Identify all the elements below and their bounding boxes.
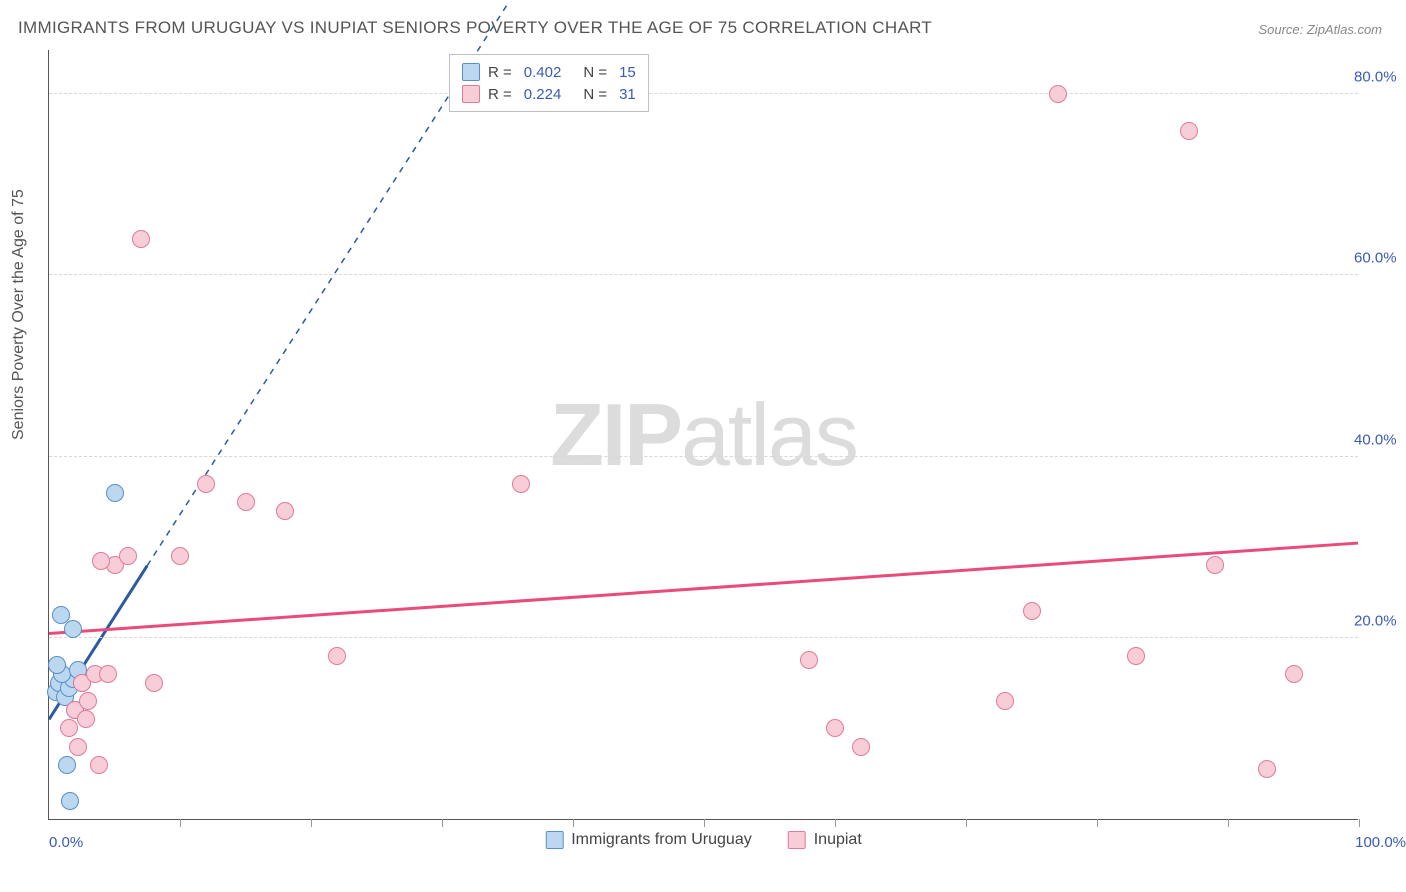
x-axis-tick-mark (573, 819, 574, 827)
series-legend-item: Inupiat (788, 831, 862, 849)
legend-r-label: R = (488, 64, 512, 81)
legend-swatch (788, 831, 806, 849)
x-axis-tick-mark (966, 819, 967, 827)
scatter-point (52, 606, 70, 624)
scatter-point (106, 484, 124, 502)
legend-swatch (545, 831, 563, 849)
scatter-point (852, 738, 870, 756)
scatter-point (1049, 85, 1067, 103)
gridline-h (49, 637, 1358, 638)
scatter-point (1023, 602, 1041, 620)
y-axis-tick: 40.0% (1354, 431, 1406, 448)
scatter-point (276, 502, 294, 520)
legend-r-value: 0.402 (524, 64, 562, 81)
scatter-point (132, 230, 150, 248)
series-legend-item: Immigrants from Uruguay (545, 831, 752, 849)
scatter-point (996, 692, 1014, 710)
y-axis-label: Seniors Poverty Over the Age of 75 (10, 189, 28, 440)
gridline-h (49, 456, 1358, 457)
scatter-point (1258, 760, 1276, 778)
x-axis-tick-mark (1228, 819, 1229, 827)
x-axis-tick-mark (311, 819, 312, 827)
scatter-point (90, 756, 108, 774)
scatter-point (60, 719, 78, 737)
regression-line (49, 543, 1358, 633)
scatter-point (800, 651, 818, 669)
scatter-point (69, 738, 87, 756)
legend-n-value: 31 (619, 86, 636, 103)
scatter-chart: ZIPatlas 20.0%40.0%60.0%80.0% R =0.402N … (48, 50, 1358, 820)
scatter-point (145, 674, 163, 692)
stats-legend-row: R = 0.402 N = 15 (462, 61, 636, 83)
legend-n-label: N = (583, 86, 607, 103)
scatter-point (61, 792, 79, 810)
legend-r-value: 0.224 (524, 86, 562, 103)
scatter-point (237, 493, 255, 511)
x-axis-tick-mark (835, 819, 836, 827)
scatter-point (64, 620, 82, 638)
scatter-point (1206, 556, 1224, 574)
scatter-point (1285, 665, 1303, 683)
x-axis-tick-min: 0.0% (49, 834, 83, 851)
legend-n-label: N = (583, 64, 607, 81)
scatter-point (99, 665, 117, 683)
legend-r-label: R = (488, 86, 512, 103)
y-axis-tick: 80.0% (1354, 69, 1406, 86)
scatter-point (197, 475, 215, 493)
legend-swatch (462, 63, 480, 81)
scatter-point (92, 552, 110, 570)
gridline-h (49, 93, 1358, 94)
x-axis-tick-mark (180, 819, 181, 827)
x-axis-tick-mark (1097, 819, 1098, 827)
legend-n-value: 15 (619, 64, 636, 81)
scatter-point (119, 547, 137, 565)
x-axis-tick-mark (442, 819, 443, 827)
legend-swatch (462, 85, 480, 103)
scatter-point (58, 756, 76, 774)
stats-legend-row: R = 0.224 N = 31 (462, 83, 636, 105)
scatter-point (171, 547, 189, 565)
source-attribution: Source: ZipAtlas.com (1258, 22, 1382, 37)
y-axis-tick: 20.0% (1354, 612, 1406, 629)
series-legend-label: Inupiat (814, 831, 862, 849)
scatter-point (826, 719, 844, 737)
x-axis-tick-mark (1359, 819, 1360, 827)
regression-lines (49, 50, 1358, 819)
scatter-point (1127, 647, 1145, 665)
stats-legend: R = 0.402 N = 15 R = 0.224 N = 31 (449, 54, 649, 112)
series-legend: Immigrants from Uruguay Inupiat (545, 831, 862, 849)
x-axis-tick-max: 100.0% (1355, 834, 1406, 851)
scatter-point (328, 647, 346, 665)
scatter-point (79, 692, 97, 710)
gridline-h (49, 274, 1358, 275)
scatter-point (77, 710, 95, 728)
scatter-point (48, 656, 66, 674)
scatter-point (1180, 122, 1198, 140)
series-legend-label: Immigrants from Uruguay (571, 831, 752, 849)
x-axis-tick-mark (704, 819, 705, 827)
chart-title: IMMIGRANTS FROM URUGUAY VS INUPIAT SENIO… (18, 18, 932, 38)
y-axis-tick: 60.0% (1354, 250, 1406, 267)
scatter-point (512, 475, 530, 493)
